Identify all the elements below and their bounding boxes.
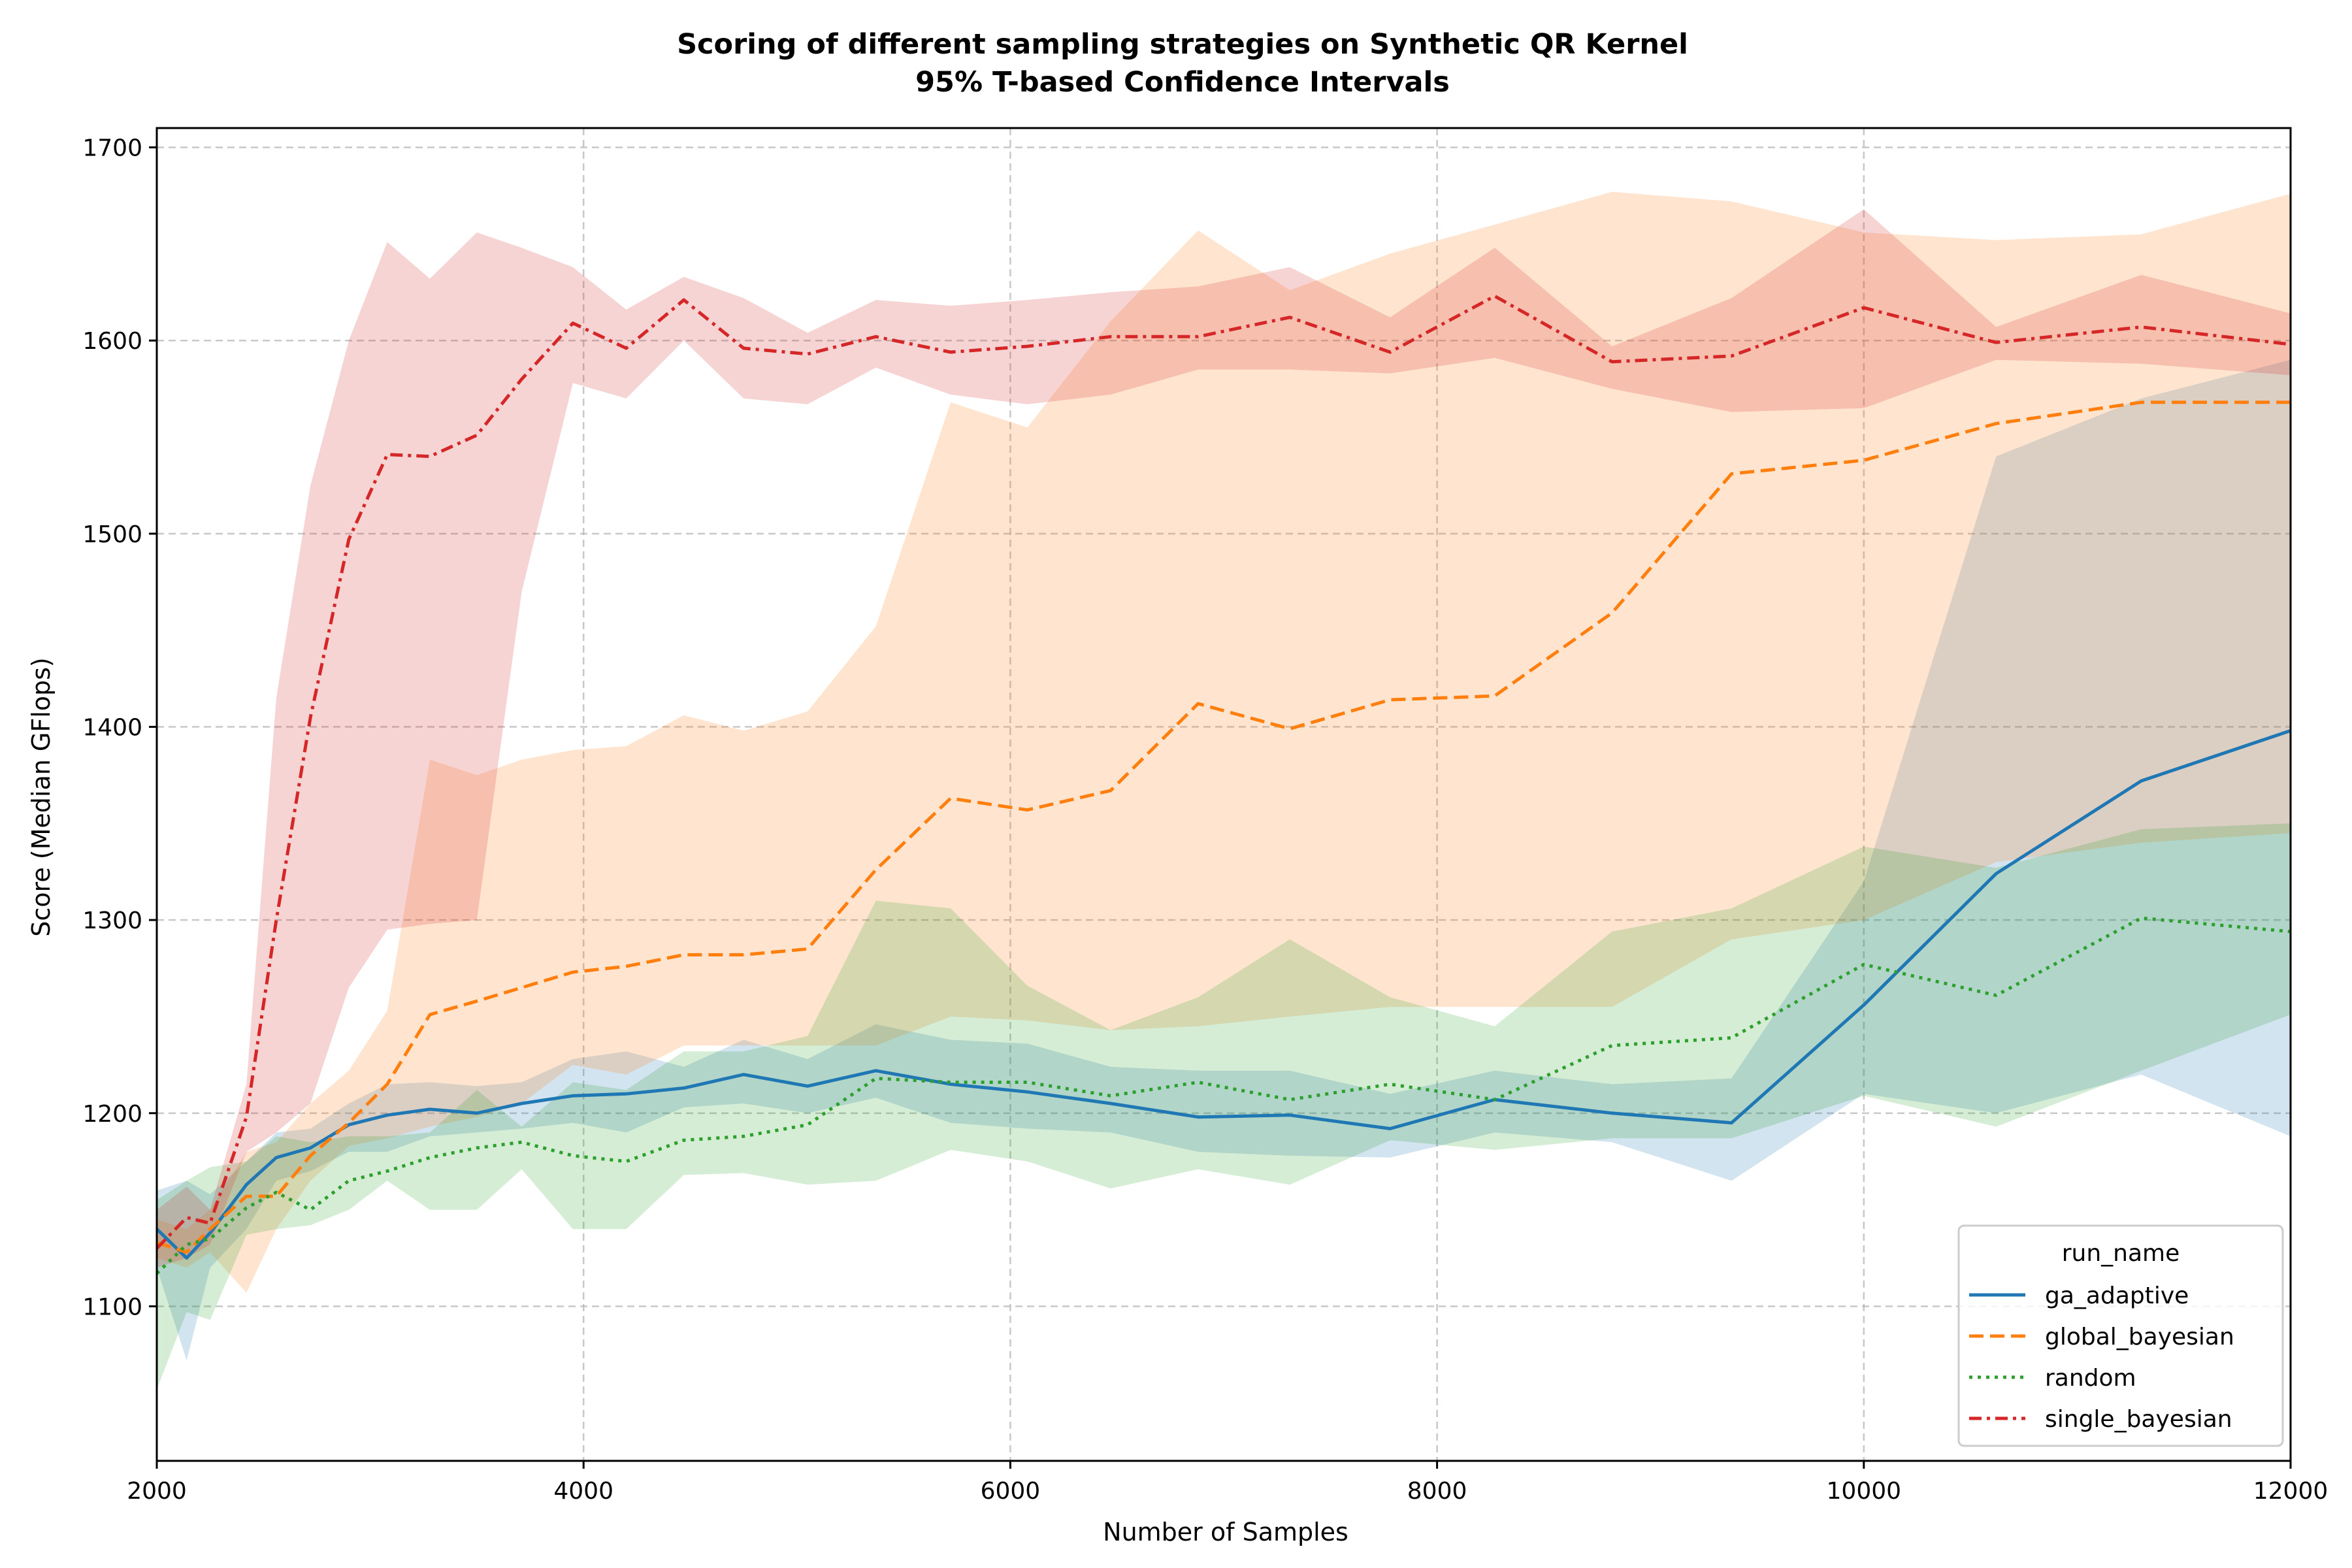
plot-frame	[155, 127, 2292, 1462]
y-axis-ticks: 1100 1200 1300 1400 1500 1600 1700	[82, 135, 157, 1320]
line-global-bayesian	[156, 400, 2291, 1254]
y-tick-label: 1100	[82, 1294, 142, 1320]
chart-subtitle: 95% T-based Confidence Intervals	[915, 66, 1450, 99]
axes	[155, 127, 2292, 1462]
y-tick-label: 1200	[82, 1101, 142, 1128]
legend-box	[1957, 1224, 2284, 1447]
x-tick-label: 10000	[1827, 1478, 1902, 1505]
x-axis-label: Number of Samples	[1103, 1518, 1348, 1546]
x-tick-label: 8000	[1407, 1478, 1467, 1505]
x-tick-label: 2000	[127, 1478, 187, 1505]
legend-label-global-bayesian: global_bayesian	[2045, 1324, 2234, 1350]
y-tick-label: 1600	[82, 328, 142, 355]
y-tick-label: 1700	[82, 135, 142, 162]
series-lines	[155, 294, 2291, 1275]
confidence-bands	[157, 191, 2291, 1390]
chart-title: Scoring of different sampling strategies…	[677, 28, 1688, 61]
x-tick-label: 4000	[553, 1478, 613, 1505]
band-ga-adaptive	[157, 359, 2291, 1361]
y-tick-label: 1500	[82, 521, 142, 548]
line-ga-adaptive	[155, 729, 2291, 1260]
legend-title: run_name	[2062, 1240, 2180, 1267]
line-random	[155, 916, 2291, 1275]
line-single-bayesian	[155, 294, 2291, 1250]
band-random	[157, 823, 2291, 1390]
x-tick-label: 6000	[981, 1478, 1041, 1505]
x-axis-ticks: 2000 4000 6000 8000 10000 12000	[127, 1461, 2328, 1505]
band-global-bayesian	[157, 191, 2291, 1293]
legend-label-single-bayesian: single_bayesian	[2045, 1406, 2232, 1433]
legend: run_name ga_adaptive global_bayesianrando…	[1957, 1224, 2284, 1447]
y-tick-label: 1400	[82, 715, 142, 742]
y-tick-label: 1300	[82, 907, 142, 934]
legend-label-random: random	[2045, 1365, 2136, 1392]
band-single-bayesian	[157, 209, 2291, 1268]
x-tick-label: 12000	[2253, 1478, 2328, 1505]
legend-label-ga-adaptive: ga_adaptive	[2045, 1282, 2189, 1309]
y-axis-label: Score (Median GFlops)	[27, 657, 56, 936]
